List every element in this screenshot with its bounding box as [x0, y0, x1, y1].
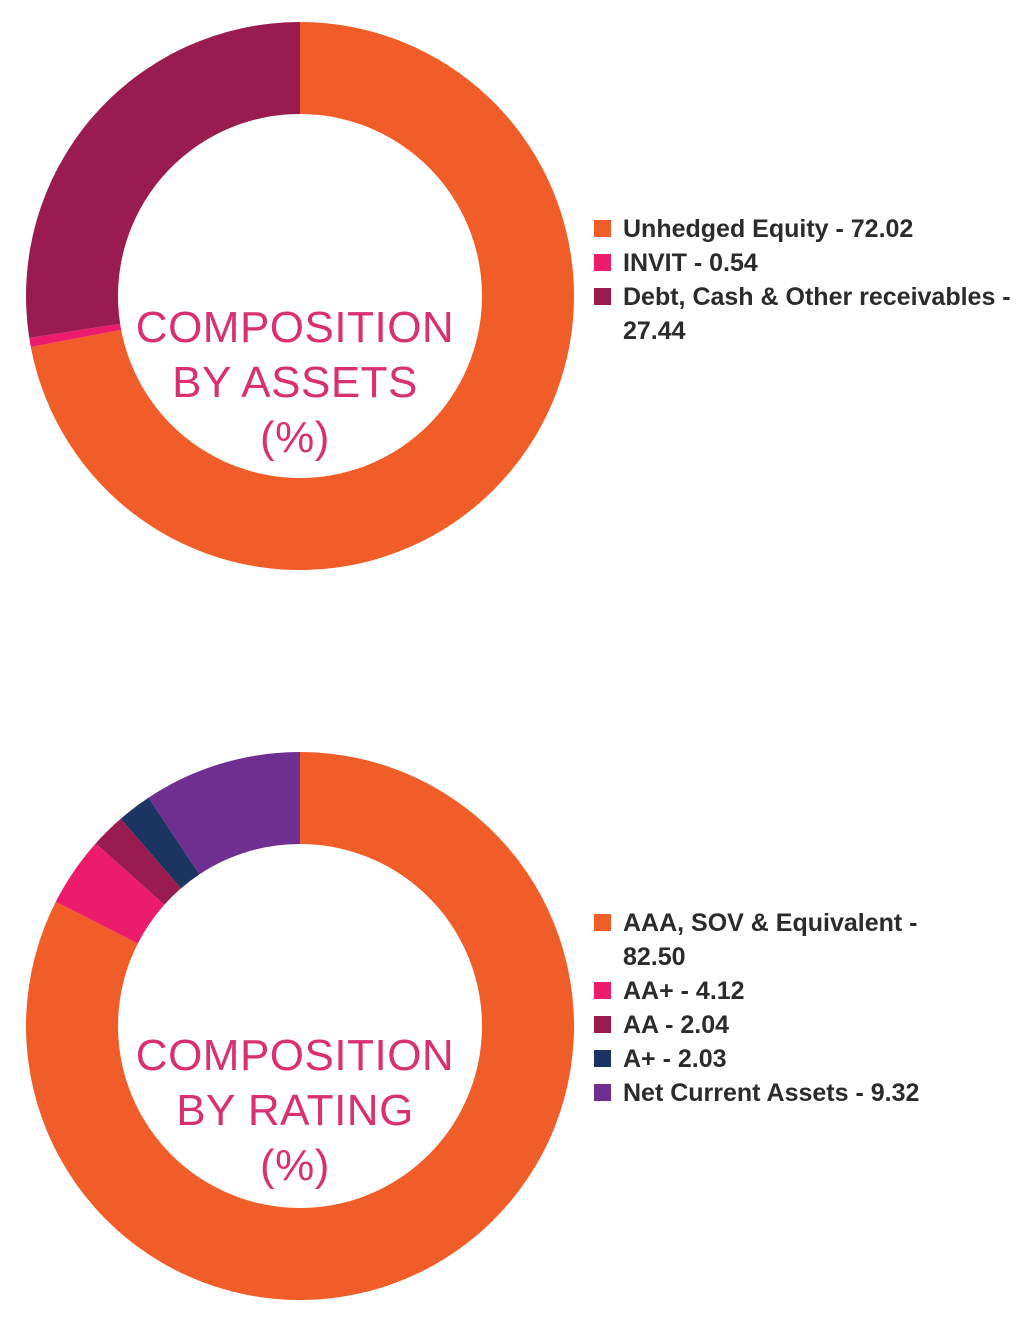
legend-item: Debt, Cash & Other receivables - 27.44	[594, 280, 1024, 348]
legend-item: AA - 2.04	[594, 1008, 954, 1042]
rating-title-line-3: (%)	[260, 1141, 330, 1190]
legend-swatch	[594, 1016, 611, 1033]
assets-title-line-2: BY ASSETS	[172, 358, 418, 407]
legend-swatch	[594, 288, 611, 305]
rating-title-line-1: COMPOSITION	[135, 1031, 455, 1080]
legend-swatch	[594, 914, 611, 931]
legend-label: Debt, Cash & Other receivables - 27.44	[623, 283, 1011, 345]
legend-item: AAA, SOV & Equivalent - 82.50	[594, 906, 954, 974]
legend-item: AA+ - 4.12	[594, 974, 954, 1008]
rating-legend: AAA, SOV & Equivalent - 82.50 AA+ - 4.12…	[594, 906, 954, 1110]
legend-label: AA - 2.04	[623, 1011, 730, 1039]
legend-swatch	[594, 1084, 611, 1101]
donut-slice-aa	[95, 818, 181, 905]
legend-label: Net Current Assets - 9.32	[623, 1079, 920, 1107]
assets-donut	[25, 22, 575, 570]
legend-label: INVIT - 0.54	[623, 249, 758, 277]
rating-title-line-2: BY RATING	[176, 1086, 414, 1135]
legend-label: AA+ - 4.12	[623, 977, 745, 1005]
legend-swatch	[594, 982, 611, 999]
legend-item: A+ - 2.03	[594, 1042, 954, 1076]
legend-swatch	[594, 254, 611, 271]
legend-item: INVIT - 0.54	[594, 246, 1024, 280]
legend-item: Unhedged Equity - 72.02	[594, 212, 1024, 246]
donut-slice-aa	[55, 843, 165, 944]
donut-slice-a	[120, 797, 200, 889]
rating-chart-title: COMPOSITION BY RATING (%)	[110, 1028, 480, 1193]
assets-legend: Unhedged Equity - 72.02 INVIT - 0.54 Deb…	[594, 212, 1024, 348]
assets-chart: COMPOSITION BY ASSETS (%) Unhedged Equit…	[0, 0, 1028, 600]
donut-slice-debt-cash-other-receivables	[25, 22, 300, 338]
legend-label: AAA, SOV & Equivalent - 82.50	[623, 909, 918, 971]
rating-chart: COMPOSITION BY RATING (%) AAA, SOV & Equ…	[0, 730, 1028, 1320]
donut-slice-invit	[29, 323, 122, 348]
legend-swatch	[594, 220, 611, 237]
rating-donut	[25, 752, 574, 1300]
legend-item: Net Current Assets - 9.32	[594, 1076, 954, 1110]
donut-slice-unhedged-equity	[30, 22, 575, 570]
donut-slice-net-current-assets	[148, 752, 300, 875]
assets-chart-title: COMPOSITION BY ASSETS (%)	[110, 300, 480, 465]
assets-title-line-3: (%)	[260, 413, 330, 462]
donut-slice-aaa-sov-equivalent	[25, 752, 574, 1300]
legend-label: A+ - 2.03	[623, 1045, 727, 1073]
legend-label: Unhedged Equity - 72.02	[623, 215, 914, 243]
legend-swatch	[594, 1050, 611, 1067]
assets-title-line-1: COMPOSITION	[135, 303, 455, 352]
